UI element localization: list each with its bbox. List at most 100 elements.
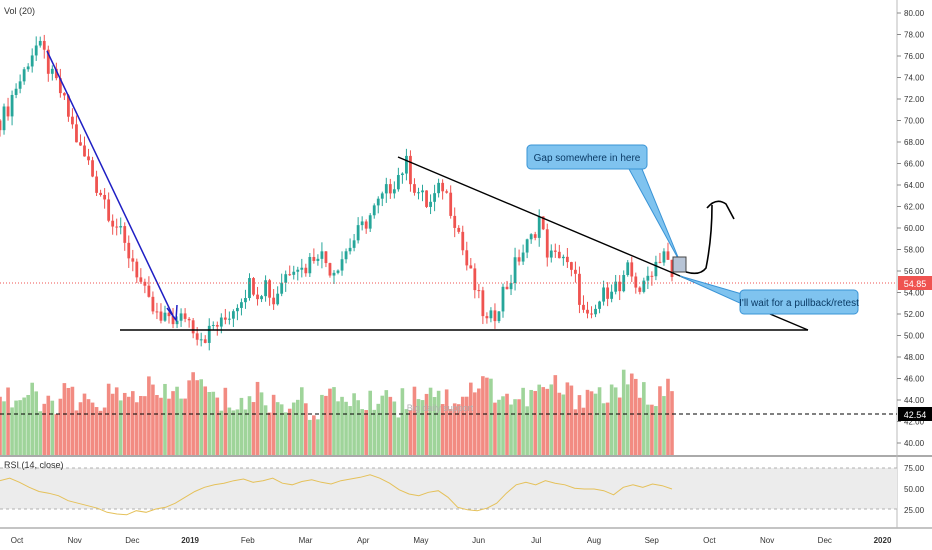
volume-bar — [541, 387, 546, 455]
volume-bar — [525, 406, 529, 455]
volume-bar — [14, 400, 18, 455]
volume-bar — [263, 405, 268, 455]
candle-body — [2, 106, 6, 131]
time-tick-label: 2020 — [874, 536, 892, 545]
volume-bar — [167, 398, 171, 455]
volume-bar — [529, 389, 533, 455]
candle-body — [634, 276, 638, 288]
candle-body — [469, 265, 473, 269]
candle-body — [364, 221, 368, 229]
candle-body — [62, 93, 66, 96]
candle-body — [260, 296, 263, 300]
price-tick-label: 58.00 — [904, 246, 925, 255]
time-tick-label: Mar — [299, 536, 313, 545]
volume-bar — [316, 419, 320, 455]
support-price-tag — [898, 407, 932, 421]
candle-body — [618, 281, 622, 292]
candle-body — [642, 280, 646, 292]
volume-bar — [545, 388, 550, 455]
support-price-tag-text: 42.54 — [904, 410, 927, 420]
candle-body — [183, 313, 187, 319]
volume-bar — [481, 376, 485, 455]
candle-body — [489, 310, 493, 319]
volume-bar — [589, 391, 594, 455]
candle-body — [167, 312, 171, 317]
volume-bar — [114, 387, 119, 455]
downtrend-arrowhead — [166, 304, 178, 323]
volume-bar — [135, 402, 139, 455]
volume-bar — [203, 386, 208, 455]
candle-body — [445, 191, 449, 193]
candle-body — [240, 302, 243, 308]
volume-bar — [90, 402, 95, 455]
volume-bar — [517, 399, 521, 455]
candle-body — [561, 256, 565, 259]
volume-bar — [78, 402, 83, 455]
volume-bar — [251, 402, 256, 455]
volume-bar — [537, 384, 542, 455]
candle-body — [320, 251, 324, 259]
volume-bar — [384, 390, 389, 455]
candle-body — [296, 269, 300, 272]
candle-body — [658, 261, 662, 263]
price-tick-label: 66.00 — [904, 160, 925, 169]
volume-bar — [259, 392, 264, 455]
rsi-tick-label: 50.00 — [904, 485, 925, 494]
candle-body — [453, 215, 457, 228]
candle-body — [437, 182, 441, 194]
volume-bar — [34, 391, 39, 455]
candle-body — [199, 339, 203, 341]
candle-body — [151, 296, 155, 312]
candle-body — [521, 252, 525, 262]
candle-body — [425, 190, 428, 207]
volume-bar — [187, 380, 191, 455]
volume-bar — [638, 397, 642, 455]
candle-body — [421, 190, 424, 193]
volume-bar — [505, 393, 509, 455]
volume-bar — [247, 396, 252, 455]
candle-body — [477, 290, 481, 292]
candle-body — [248, 278, 251, 299]
candle-body — [473, 268, 477, 291]
volume-bar — [452, 403, 457, 455]
candle-body — [67, 95, 70, 117]
volume-bar — [118, 400, 123, 455]
candle-body — [590, 313, 593, 315]
candle-body — [332, 272, 336, 276]
volume-bar — [364, 410, 368, 455]
volume-bar — [654, 406, 658, 455]
price-tick-label: 72.00 — [904, 95, 925, 104]
volume-bar — [143, 396, 147, 455]
volume-bar — [621, 369, 626, 455]
volume-bar — [151, 384, 155, 455]
candle-body — [227, 318, 231, 320]
candle-body — [207, 325, 211, 343]
volume-bar — [561, 394, 566, 455]
candle-body — [147, 285, 151, 297]
volume-bar — [400, 388, 405, 455]
volume-bar — [219, 410, 224, 455]
volume-bar — [565, 382, 570, 455]
candle-body — [87, 156, 90, 161]
last-price-tag — [898, 276, 932, 290]
candle-body — [91, 160, 94, 177]
volume-bar — [22, 397, 26, 455]
volume-bar — [267, 412, 272, 455]
time-tick-label: Oct — [11, 536, 24, 545]
candle-body — [388, 184, 392, 194]
gap-callout-text: Gap somewhere in here — [534, 153, 641, 164]
volume-bar — [215, 397, 220, 455]
time-tick-label: May — [413, 536, 428, 545]
price-tick-label: 78.00 — [904, 31, 925, 40]
volume-bar — [448, 409, 453, 455]
candle-body — [139, 277, 143, 282]
price-tick-label: 48.00 — [904, 353, 925, 362]
candle-body — [497, 311, 501, 322]
volume-bar — [10, 407, 14, 455]
volume-bar — [666, 378, 670, 455]
candle-body — [485, 316, 489, 319]
candle-body — [131, 258, 135, 262]
volume-bar — [147, 376, 151, 455]
retest-callout — [739, 289, 859, 315]
